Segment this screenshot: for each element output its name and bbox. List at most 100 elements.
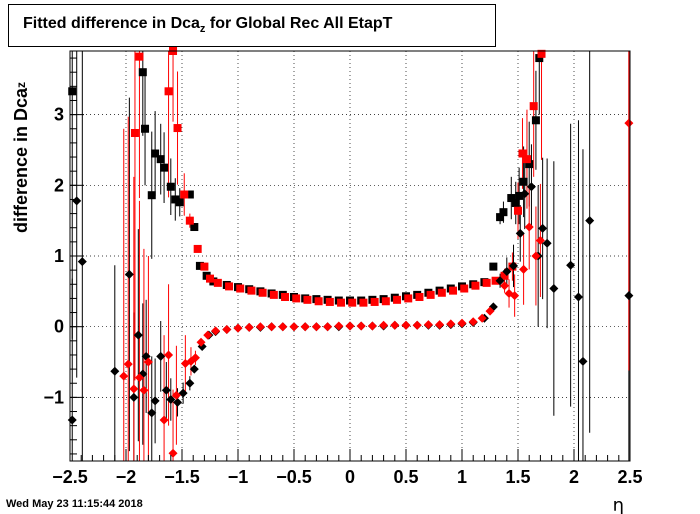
data-point-diamond <box>134 373 144 383</box>
data-point-square <box>471 281 480 290</box>
data-point-square <box>135 52 144 61</box>
data-point-square <box>200 262 209 271</box>
data-point-diamond <box>566 260 576 270</box>
data-point-diamond <box>119 371 129 381</box>
data-point-square <box>482 278 491 287</box>
data-point-diamond <box>457 318 467 328</box>
data-point-square <box>225 282 234 291</box>
data-point-diamond <box>323 322 333 332</box>
y-tick-label: 2 <box>54 175 64 195</box>
data-point-square <box>247 286 256 295</box>
data-point-square <box>515 191 524 200</box>
data-point-diamond <box>578 356 588 366</box>
data-point-diamond <box>166 395 176 404</box>
data-point-square <box>147 191 156 200</box>
data-point-square <box>537 49 546 58</box>
data-point-square <box>426 290 435 299</box>
data-point-diamond <box>311 322 321 332</box>
data-point-square <box>314 297 323 306</box>
data-point-square <box>281 293 290 301</box>
data-markers <box>67 47 634 458</box>
data-point-square <box>180 190 189 199</box>
data-point-diamond <box>255 322 265 332</box>
data-point-diamond <box>164 350 174 360</box>
data-point-diamond <box>549 284 559 294</box>
timestamp: Wed May 23 11:15:44 2018 <box>6 498 143 510</box>
data-point-square <box>404 294 413 303</box>
data-point-diamond <box>531 251 541 261</box>
data-point-diamond <box>624 291 634 301</box>
data-point-diamond <box>129 392 139 402</box>
data-point-square <box>151 149 160 158</box>
data-point-diamond <box>222 325 232 335</box>
data-point-diamond <box>267 322 277 332</box>
data-point-square <box>156 155 165 164</box>
data-point-square <box>171 195 180 204</box>
data-point-diamond <box>156 351 166 361</box>
data-point-diamond <box>110 366 120 376</box>
data-point-square <box>193 244 202 253</box>
y-tick-label: 3 <box>54 105 64 125</box>
data-point-diamond <box>159 415 169 425</box>
data-point-square <box>173 124 182 133</box>
data-point-diamond <box>72 196 82 206</box>
data-point-diamond <box>573 292 583 302</box>
data-point-diamond <box>367 321 377 331</box>
data-point-square <box>518 149 527 158</box>
data-point-diamond <box>334 321 344 331</box>
data-point-diamond <box>211 326 221 336</box>
data-point-square <box>206 274 214 283</box>
data-point-diamond <box>535 235 545 245</box>
x-tick-label: 1.5 <box>505 467 530 487</box>
data-point-square <box>529 102 538 111</box>
data-point-square <box>337 298 346 307</box>
data-point-diamond <box>185 378 195 388</box>
x-tick-label: −0.5 <box>276 467 312 487</box>
data-point-square <box>213 278 222 287</box>
data-point-diamond <box>520 189 530 199</box>
data-point-diamond <box>129 384 139 394</box>
data-point-square <box>195 261 204 270</box>
data-point-square <box>160 163 169 172</box>
x-tick-label: 0 <box>345 467 355 487</box>
data-point-square <box>166 182 175 191</box>
data-point-diamond <box>168 448 178 458</box>
data-point-diamond <box>150 396 160 406</box>
data-point-square <box>415 293 424 301</box>
data-point-diamond <box>446 319 456 329</box>
data-point-square <box>522 155 531 164</box>
data-point-diamond <box>190 353 200 363</box>
data-point-square <box>531 116 540 125</box>
data-point-square <box>303 295 312 304</box>
data-point-diamond <box>435 320 445 330</box>
x-tick-label: −2.5 <box>52 467 88 487</box>
data-point-diamond <box>538 223 548 233</box>
x-tick-label: 1 <box>457 467 467 487</box>
data-point-square <box>535 54 544 63</box>
data-point-square <box>460 284 469 293</box>
data-point-diamond <box>356 321 366 331</box>
data-point-square <box>269 290 278 299</box>
data-point-diamond <box>519 264 529 274</box>
data-point-square <box>141 124 150 133</box>
data-point-square <box>370 297 379 306</box>
data-point-square <box>185 216 194 225</box>
data-point-square <box>348 298 357 307</box>
x-tick-label: 2.5 <box>617 467 642 487</box>
data-point-diamond <box>500 281 510 291</box>
chart-title-box: Fitted difference in Dcaz for Global Rec… <box>8 4 496 47</box>
data-point-diamond <box>495 276 505 286</box>
data-point-diamond <box>196 337 206 347</box>
data-point-square <box>500 271 509 280</box>
data-point-square <box>519 177 528 186</box>
x-axis-label: η <box>613 495 624 514</box>
data-point-square <box>359 298 368 307</box>
data-point-square <box>437 288 446 297</box>
data-point-diamond <box>300 322 310 332</box>
data-point-square <box>185 190 194 199</box>
axis-ticks <box>69 57 631 461</box>
data-point-diamond <box>67 415 77 425</box>
data-point-diamond <box>585 216 595 226</box>
data-point-diamond <box>624 118 634 128</box>
